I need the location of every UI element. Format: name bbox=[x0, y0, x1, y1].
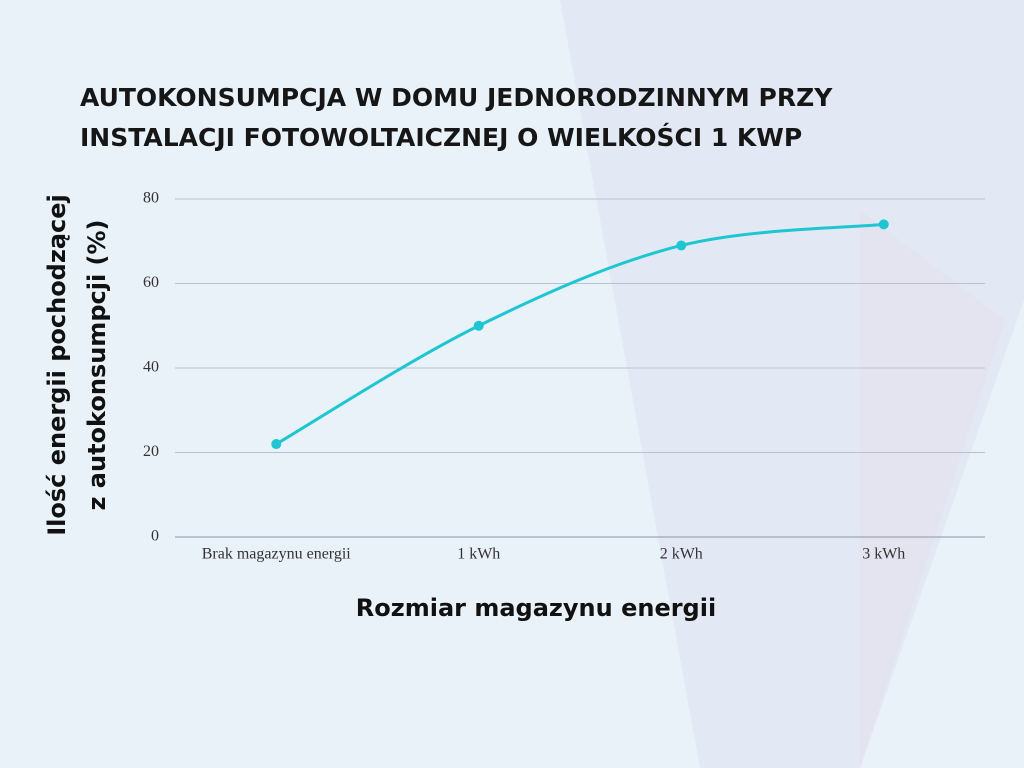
data-point bbox=[271, 439, 282, 450]
y-tick-label: 40 bbox=[143, 359, 159, 376]
data-point bbox=[473, 320, 484, 331]
chart-title: INSTALACJI FOTOWOLTAICZNEJ O WIELKOŚCI 1… bbox=[80, 122, 802, 152]
data-point bbox=[676, 240, 687, 251]
x-tick-label: 3 kWh bbox=[862, 546, 905, 563]
y-axis-title: Ilość energii pochodzącej bbox=[43, 194, 71, 536]
data-line bbox=[275, 222, 884, 446]
data-point bbox=[878, 219, 889, 230]
x-axis-title: Rozmiar magazynu energii bbox=[356, 594, 716, 622]
background-shape bbox=[860, 210, 1005, 768]
y-axis-title: z autokonsumpcji (%) bbox=[83, 219, 111, 510]
x-tick-label: 2 kWh bbox=[660, 546, 703, 563]
y-tick-label: 20 bbox=[143, 443, 159, 460]
x-tick-label: 1 kWh bbox=[457, 546, 500, 563]
chart-title: AUTOKONSUMPCJA W DOMU JEDNORODZINNYM PRZ… bbox=[80, 83, 833, 112]
y-tick-label: 80 bbox=[143, 190, 159, 207]
y-tick-label: 0 bbox=[151, 528, 159, 545]
x-tick-label: Brak magazynu energii bbox=[202, 546, 352, 563]
y-tick-label: 60 bbox=[143, 274, 159, 291]
